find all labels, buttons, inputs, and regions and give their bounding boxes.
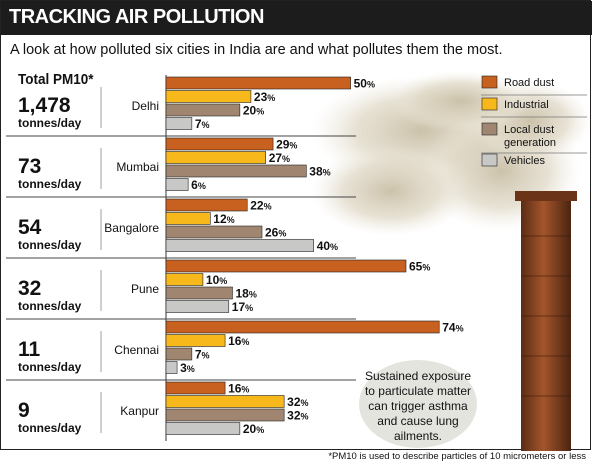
bar-pune-road-dust [165,259,407,273]
bar-kanpur-local-dust [165,408,285,422]
value-label-bangalore-road-dust: 22% [250,199,271,213]
total-value-kanpur: 9 [18,399,30,422]
bar-mumbai-local-dust [165,164,307,178]
value-label-chennai-road-dust: 74% [442,321,463,335]
value-label-kanpur-industrial: 32% [287,395,308,409]
bar-delhi-local-dust [165,103,241,117]
health-note: Sustained exposure to particulate matter… [364,369,472,443]
bar-kanpur-vehicles [165,422,241,435]
total-unit-kanpur: tonnes/day [18,421,82,435]
legend-label-road-dust: Road dust [504,77,554,89]
city-label-kanpur: Kanpur [120,404,159,418]
value-label-pune-industrial: 10% [206,273,227,287]
total-unit-delhi: tonnes/day [18,116,82,130]
total-value-delhi: 1,478 [18,94,71,117]
value-label-bangalore-vehicles: 40% [317,239,338,253]
value-label-delhi-industrial: 23% [254,90,275,104]
bar-delhi-road-dust [165,76,351,90]
bar-chennai-local-dust [165,347,193,361]
footnote: *PM10 is used to describe particles of 1… [328,451,586,462]
bar-kanpur-industrial [165,395,285,408]
legend-swatch-local-dust [481,122,498,136]
total-pm10-heading: Total PM10* [18,71,94,88]
city-label-bangalore: Bangalore [104,221,159,235]
chart-title: TRACKING AIR POLLUTION [9,6,264,28]
legend: Road dust Industrial Local dust generation V… [481,75,587,167]
bar-pune-local-dust [165,286,233,300]
total-unit-mumbai: tonnes/day [18,177,82,191]
title-bar: TRACKING AIR POLLUTION [1,1,592,35]
total-unit-pune: tonnes/day [18,299,82,313]
bar-mumbai-road-dust [165,137,274,151]
total-unit-bangalore: tonnes/day [18,238,82,252]
value-label-chennai-industrial: 16% [228,334,249,348]
legend-label-industrial: Industrial [504,99,549,111]
bar-group: 1,478tonnes/dayDelhi50%23%20%7%73tonnes/… [18,77,464,437]
bar-delhi-vehicles [165,117,193,130]
legend-label-vehicles: Vehicles [504,155,545,167]
value-label-kanpur-road-dust: 16% [228,382,249,396]
bar-delhi-industrial [165,90,252,103]
value-label-kanpur-local-dust: 32% [287,409,308,423]
total-value-mumbai: 73 [18,155,41,178]
bar-mumbai-vehicles [165,178,189,191]
bar-pune-industrial [165,273,204,286]
value-label-chennai-vehicles: 3% [180,361,195,375]
legend-swatch-industrial [481,97,498,111]
value-label-mumbai-road-dust: 29% [276,138,297,152]
value-label-mumbai-industrial: 27% [269,151,290,165]
value-label-bangalore-industrial: 12% [213,212,234,226]
smokestack-illustration [311,71,591,451]
bar-chennai-road-dust [165,320,440,334]
value-label-bangalore-local-dust: 26% [265,226,286,240]
value-label-kanpur-vehicles: 20% [243,422,264,436]
bar-bangalore-vehicles [165,239,314,252]
bar-chennai-vehicles [165,361,178,374]
city-label-pune: Pune [131,282,159,296]
bar-pune-vehicles [165,300,230,313]
total-unit-chennai: tonnes/day [18,360,82,374]
row-dividers [6,75,356,441]
total-value-chennai: 11 [18,338,41,361]
bar-kanpur-road-dust [165,381,226,395]
value-label-mumbai-local-dust: 38% [309,165,330,179]
bar-bangalore-local-dust [165,225,263,239]
total-value-pune: 32 [18,277,41,300]
legend-label-local-dust: Local dust generation [504,124,556,149]
total-value-bangalore: 54 [18,216,42,239]
city-label-delhi: Delhi [132,99,159,113]
value-label-pune-local-dust: 18% [235,287,256,301]
bar-bangalore-road-dust [165,198,248,212]
bar-chennai-industrial [165,334,226,347]
value-label-pune-vehicles: 17% [232,300,253,314]
value-label-pune-road-dust: 65% [409,260,430,274]
legend-swatch-road-dust [481,75,498,89]
chart-subtitle: A look at how polluted six cities in Ind… [10,42,503,58]
value-label-delhi-local-dust: 20% [243,104,264,118]
city-label-mumbai: Mumbai [116,160,159,174]
infographic-frame: TRACKING AIR POLLUTION A look at how pol… [0,0,592,451]
legend-swatch-vehicles [481,153,498,167]
value-label-chennai-local-dust: 7% [195,348,210,362]
value-label-delhi-vehicles: 7% [195,117,210,131]
value-label-delhi-road-dust: 50% [354,77,375,91]
bar-bangalore-industrial [165,212,211,225]
note-bubble [359,360,477,448]
city-label-chennai: Chennai [114,343,159,357]
value-label-mumbai-vehicles: 6% [191,178,206,192]
bar-mumbai-industrial [165,151,266,164]
pm10-bar-chart: 1,478tonnes/dayDelhi50%23%20%7%73tonnes/… [6,75,587,441]
